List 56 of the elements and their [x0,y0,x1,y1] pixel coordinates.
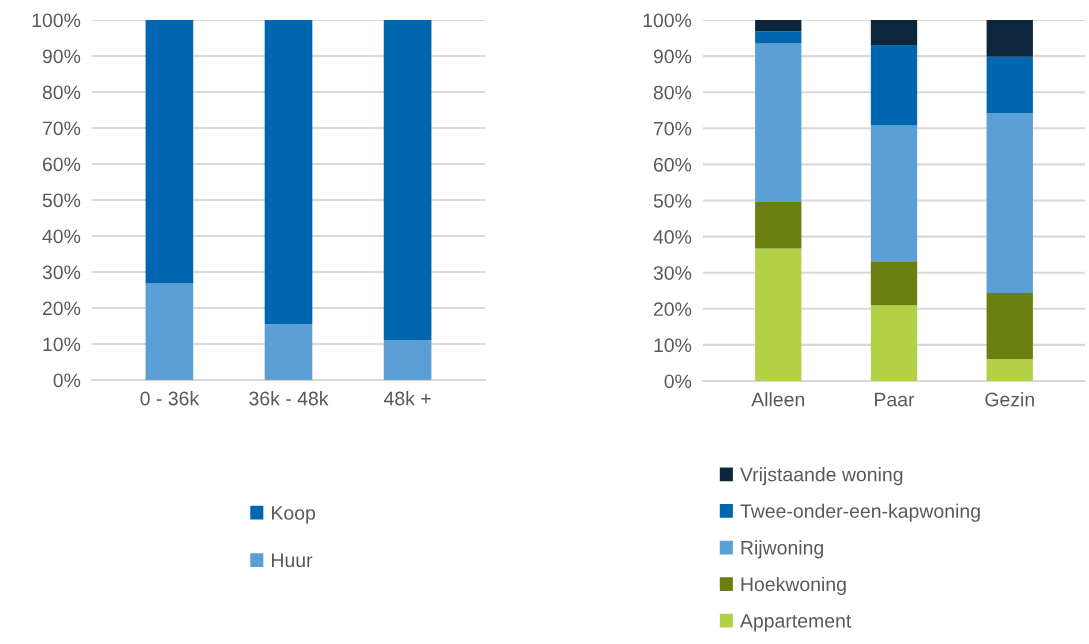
y-tick-label: 20% [42,301,81,316]
y-tick-label: 0% [53,373,81,388]
bar [986,292,1033,359]
bar [986,56,1033,114]
y-tick-label: 40% [42,229,81,244]
x-tick-label: 48k + [383,391,431,406]
y-tick-label: 100% [32,13,81,28]
x-tick-label: 0 - 36k [140,391,200,406]
bar [755,20,802,32]
y-tick-label: 10% [43,337,81,352]
y-tick-label: 90% [42,49,81,64]
bar [986,20,1033,57]
y-tick-label: 70% [42,121,81,136]
y-tick-label: 50% [42,193,81,208]
x-tick-label: 36k - 48k [249,391,329,406]
bar [755,43,802,202]
y-tick-label: 10% [654,338,692,353]
x-tick-label: Alleen [751,392,805,407]
y-tick-label: 60% [42,157,81,172]
y-tick-label: 80% [653,85,692,100]
y-tick-label: 20% [653,302,692,317]
legend-label: Koop [272,506,316,524]
bar [870,305,918,381]
bar [986,358,1033,381]
bar [986,113,1033,293]
y-tick-label: 0% [664,374,692,389]
y-tick-label: 90% [653,49,692,64]
legend-label: Rijwoning [741,540,823,559]
legend-label: Twee-onder-een-kapwoning [740,503,980,522]
bar [870,125,918,262]
legend-label: Hoekwoning [741,576,846,596]
bar [755,201,802,249]
bar [383,340,432,380]
x-tick-label: Gezin [985,392,1034,407]
bar [755,31,802,44]
y-tick-label: 80% [42,85,81,100]
y-tick-label: 40% [653,230,692,244]
bar [145,283,194,380]
y-tick-label: 70% [653,121,692,136]
y-tick-label: 50% [653,193,692,208]
y-tick-label: 30% [653,266,692,280]
bar [870,20,918,45]
bar [870,44,918,126]
x-tick-label: Paar [875,392,915,407]
y-tick-label: 100% [643,13,692,28]
y-tick-label: 60% [653,157,692,172]
bar [264,20,313,325]
bar [870,261,918,306]
bar [145,20,194,284]
legend-label: Huur [272,553,313,568]
legend-label: Appartement [739,614,852,632]
bar [755,248,802,381]
legend-label: Vrijstaande woning [740,467,903,486]
bar [383,20,432,341]
bar [264,324,313,380]
y-tick-label: 30% [42,265,81,280]
